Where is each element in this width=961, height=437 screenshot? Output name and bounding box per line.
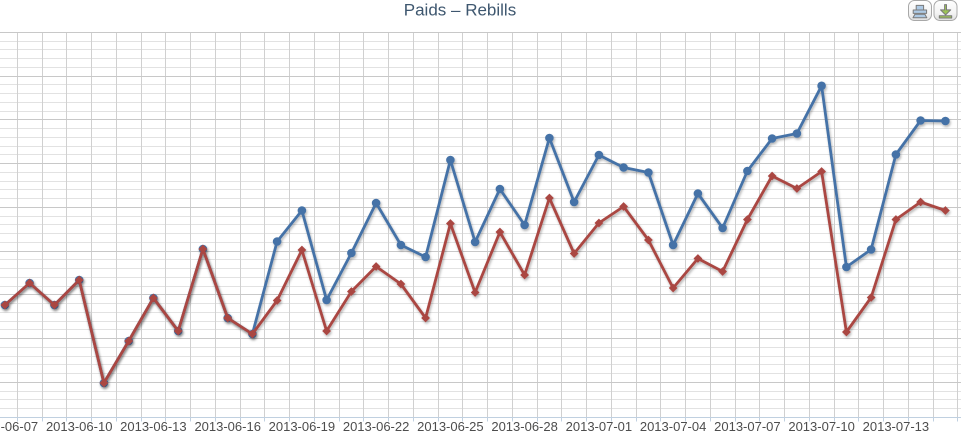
svg-text:2013-07-04: 2013-07-04 <box>640 419 707 434</box>
svg-text:2013-06-13: 2013-06-13 <box>120 419 187 434</box>
svg-text:Paids – Rebills: Paids – Rebills <box>404 1 516 20</box>
svg-text:2013-07-10: 2013-07-10 <box>788 419 855 434</box>
svg-text:2013-06-28: 2013-06-28 <box>491 419 558 434</box>
svg-text:2013-06-22: 2013-06-22 <box>343 419 410 434</box>
svg-text:2013-06-25: 2013-06-25 <box>417 419 484 434</box>
svg-text:2013-06-10: 2013-06-10 <box>46 419 113 434</box>
svg-text:2013-06-07: 2013-06-07 <box>0 419 38 434</box>
svg-text:2013-06-19: 2013-06-19 <box>269 419 336 434</box>
svg-text:2013-07-07: 2013-07-07 <box>714 419 781 434</box>
svg-text:2013-07-13: 2013-07-13 <box>863 419 930 434</box>
svg-text:2013-06-16: 2013-06-16 <box>194 419 261 434</box>
svg-text:2013-07-01: 2013-07-01 <box>566 419 633 434</box>
